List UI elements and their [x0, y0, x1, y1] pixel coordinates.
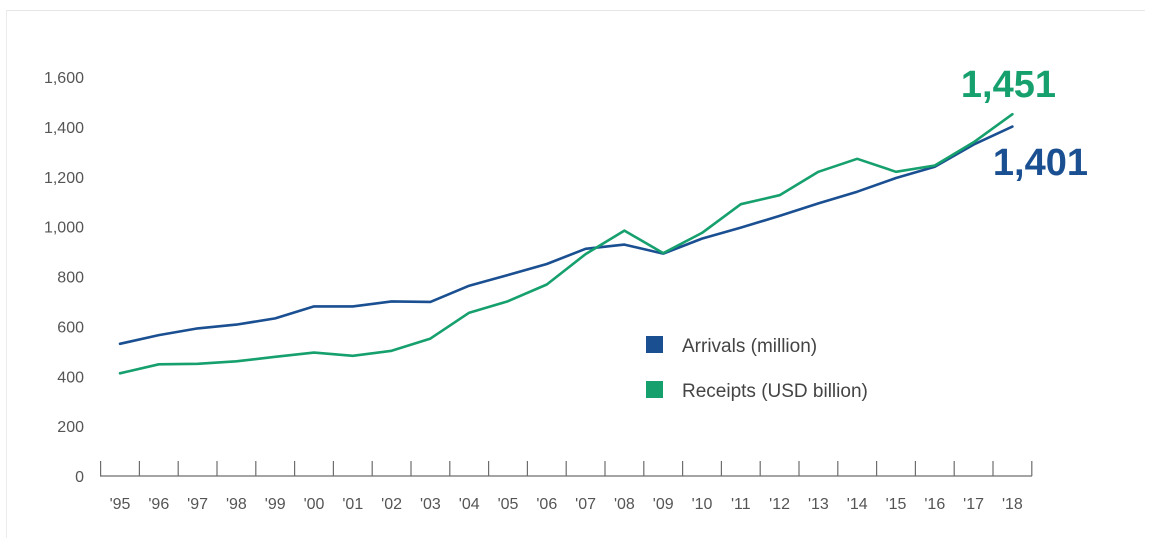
series-lines: [118, 112, 1014, 375]
x-tick-label: '09: [653, 496, 674, 513]
x-tick-label: '17: [963, 496, 984, 513]
end-labels: 1,401 1,451: [961, 64, 1088, 184]
series-line-arrivals: [118, 125, 1014, 346]
legend-label-receipts: Receipts (USD billion): [682, 381, 868, 402]
x-tick-label: '99: [265, 496, 286, 513]
y-axis-ticks: 0 200 400 600 800 1,000 1,200 1,400 1,600: [44, 70, 84, 486]
x-tick-label: '00: [304, 496, 325, 513]
end-value-label-arrivals: 1,401: [993, 142, 1088, 184]
x-tick-label: '15: [886, 496, 907, 513]
x-tick-label: '06: [536, 496, 557, 513]
x-tick-label: '02: [381, 496, 402, 513]
series-line-receipts: [118, 112, 1014, 375]
legend-swatch-receipts: [646, 381, 663, 398]
x-tick-label: '08: [614, 496, 635, 513]
x-tick-label: '11: [731, 496, 751, 513]
y-tick-label: 0: [75, 469, 84, 486]
x-tick-label: '96: [148, 496, 169, 513]
legend: Arrivals (million) Receipts (USD billion): [646, 336, 868, 402]
y-tick-label: 1,200: [44, 170, 84, 187]
x-tick-label: '03: [420, 496, 441, 513]
x-tick-label: '04: [459, 496, 480, 513]
x-tick-label: '14: [847, 496, 868, 513]
y-tick-label: 800: [57, 270, 84, 287]
x-tick-label: '18: [1002, 496, 1023, 513]
y-tick-label: 1,000: [44, 220, 84, 237]
x-tick-label: '16: [924, 496, 945, 513]
x-tick-label: '98: [226, 496, 247, 513]
legend-swatch-arrivals: [646, 336, 663, 353]
x-tick-label: '13: [808, 496, 829, 513]
end-value-label-receipts: 1,451: [961, 64, 1056, 106]
x-tick-label: '10: [692, 496, 713, 513]
x-tick-label: '05: [498, 496, 519, 513]
x-axis: '95 '96 '97 '98 '99 '00 '01 '02 '03 '04 '05 '06 '07 '…: [99, 461, 1033, 513]
y-tick-label: 200: [57, 419, 84, 436]
y-tick-label: 400: [57, 369, 84, 386]
chart-frame: [6, 10, 1145, 538]
x-tick-label: '95: [110, 496, 131, 513]
y-tick-label: 1,600: [44, 70, 84, 87]
x-tick-label: '07: [575, 496, 596, 513]
x-tick-label: '97: [187, 496, 208, 513]
legend-label-arrivals: Arrivals (million): [682, 336, 817, 357]
y-tick-label: 600: [57, 319, 84, 336]
x-tick-label: '01: [342, 496, 363, 513]
y-tick-label: 1,400: [44, 120, 84, 137]
x-tick-label: '12: [769, 496, 790, 513]
